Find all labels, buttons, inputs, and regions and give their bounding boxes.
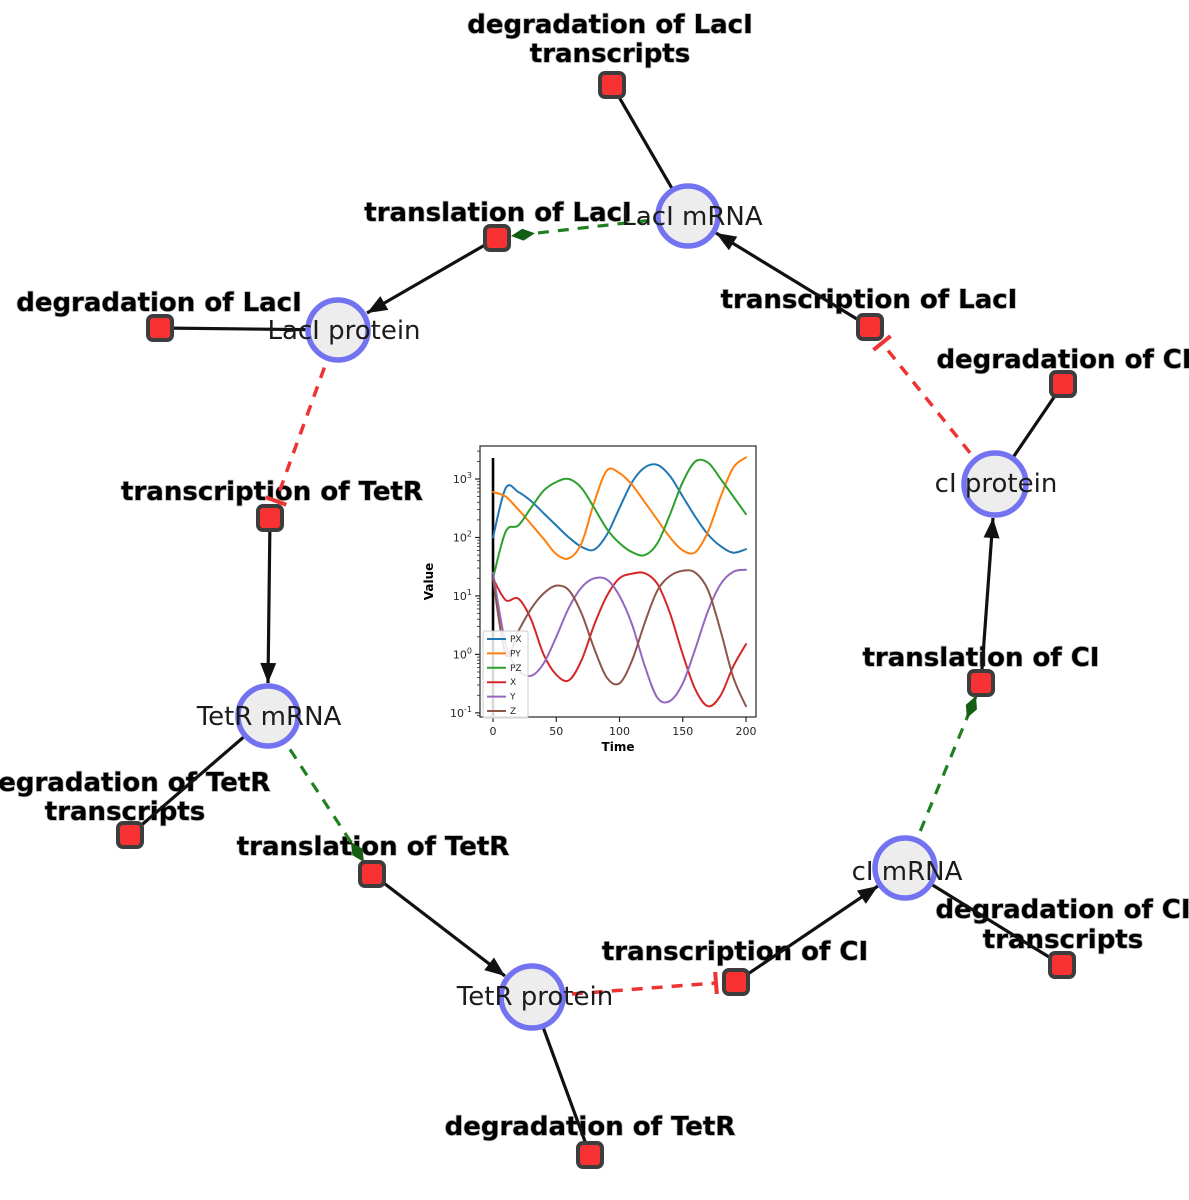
chart-y-tick-label: 10-1 (450, 705, 472, 720)
reaction-node-transcription-of-LacI[interactable] (856, 313, 884, 341)
reaction-label-degradation-of-TetR: degradation of TetR (445, 1112, 736, 1142)
species-label-cI-mRNA: cI mRNA (852, 857, 963, 887)
edge-transcription-CI-produces-mRNA (735, 884, 879, 984)
species-label-TetR-mRNA: TetR mRNA (196, 702, 342, 732)
legend-label-PX: PX (510, 635, 522, 645)
reaction-label-degradation-of-TetR-transcripts-line2: transcripts (45, 797, 205, 827)
edge-transcription-LacI-produces-mRNA (715, 231, 871, 329)
legend-label-PZ: PZ (510, 664, 522, 674)
chart-spines (479, 445, 757, 718)
reaction-node-transcription-of-TetR[interactable] (256, 504, 284, 532)
reaction-label-degradation-of-LacI: degradation of LacI (16, 288, 302, 318)
reaction-node-translation-of-TetR[interactable] (358, 860, 386, 888)
species-node-cI-mRNA[interactable] (872, 835, 938, 901)
legend-label-Z: Z (510, 707, 516, 717)
species-nodes-layer (235, 183, 1029, 1031)
chart-xlabel: Time (602, 740, 635, 754)
reaction-node-translation-of-CI[interactable] (967, 669, 995, 697)
edge-translation-LacI-produces-protein (366, 236, 498, 315)
reaction-label-degradation-of-LacI-transcripts-line2: transcripts (530, 39, 690, 69)
chart-x-tick-label: 100 (609, 725, 630, 738)
species-node-TetR-protein[interactable] (498, 963, 566, 1031)
species-node-cI-protein[interactable] (961, 450, 1029, 518)
reaction-nodes-layer (116, 71, 1077, 1169)
reaction-label-transcription-of-CI: transcription of CI (602, 937, 868, 967)
reaction-node-degradation-of-CI-transcripts[interactable] (1048, 951, 1076, 979)
inset-chart: 0 50 100 150 200 10-1 100 101 102 103 Time Value PX P… (422, 445, 757, 754)
chart-x-tick-label: 150 (672, 725, 693, 738)
chart-x-tick-label: 200 (736, 725, 757, 738)
edge-translation-TetR-produces-protein (371, 872, 506, 978)
chart-ylabel: Value (422, 563, 436, 601)
reaction-node-translation-of-LacI[interactable] (483, 224, 511, 252)
reaction-node-degradation-of-LacI-transcripts[interactable] (598, 71, 626, 99)
reaction-label-translation-of-LacI: translation of LacI (364, 198, 631, 228)
reaction-node-transcription-of-CI[interactable] (722, 968, 750, 996)
reaction-node-degradation-of-LacI[interactable] (146, 314, 174, 342)
chart-series-X (492, 571, 747, 708)
legend-label-X: X (510, 678, 516, 688)
chart-series-Y (492, 568, 747, 704)
species-label-LacI-protein: LacI protein (267, 316, 420, 346)
edge-transcription-TetR-produces-mRNA (260, 517, 277, 684)
chart-y-tick-label: 102 (453, 529, 472, 544)
reaction-label-translation-of-TetR: translation of TetR (237, 832, 510, 862)
chart-y-tick-label: 103 (453, 471, 472, 486)
species-node-LacI-protein[interactable] (305, 297, 371, 363)
reaction-node-degradation-of-CI[interactable] (1049, 370, 1077, 398)
chart-x-tick-label: 0 (490, 725, 497, 738)
legend-label-PY: PY (510, 649, 521, 659)
chart-x-tick-label: 50 (549, 725, 563, 738)
chart-series-Z (492, 569, 747, 708)
legend-label-Y: Y (509, 693, 516, 703)
reaction-label-transcription-of-TetR: transcription of TetR (121, 477, 423, 507)
edge-translation-CI-produces-protein (979, 517, 1000, 684)
species-label-cI-protein: cI protein (935, 469, 1058, 499)
reaction-node-degradation-of-TetR-transcripts[interactable] (116, 821, 144, 849)
species-node-TetR-mRNA[interactable] (235, 683, 301, 749)
chart-series-PZ (492, 458, 747, 580)
reaction-label-degradation-of-TetR-transcripts-line1: degradation of TetR (0, 768, 270, 798)
reaction-label-transcription-of-LacI: transcription of LacI (721, 285, 1018, 315)
species-label-LacI-mRNA: LacI mRNA (621, 202, 762, 232)
species-label-TetR-protein: TetR protein (456, 982, 613, 1012)
chart-series-PY (492, 456, 747, 560)
chart-y-tick-label: 101 (453, 588, 472, 603)
reaction-label-degradation-of-CI-transcripts-line1: degradation of CI (935, 895, 1189, 925)
reaction-label-degradation-of-LacI-transcripts-line1: degradation of LacI (467, 10, 753, 40)
reaction-label-degradation-of-CI-transcripts-line2: transcripts (983, 925, 1143, 955)
species-node-LacI-mRNA[interactable] (655, 183, 721, 249)
reaction-node-degradation-of-TetR[interactable] (576, 1141, 604, 1169)
species-labels-layer: LacI mRNA LacI protein cI protein TetR mRNA… (196, 202, 1058, 1012)
chart-y-tick-label: 100 (453, 646, 472, 661)
